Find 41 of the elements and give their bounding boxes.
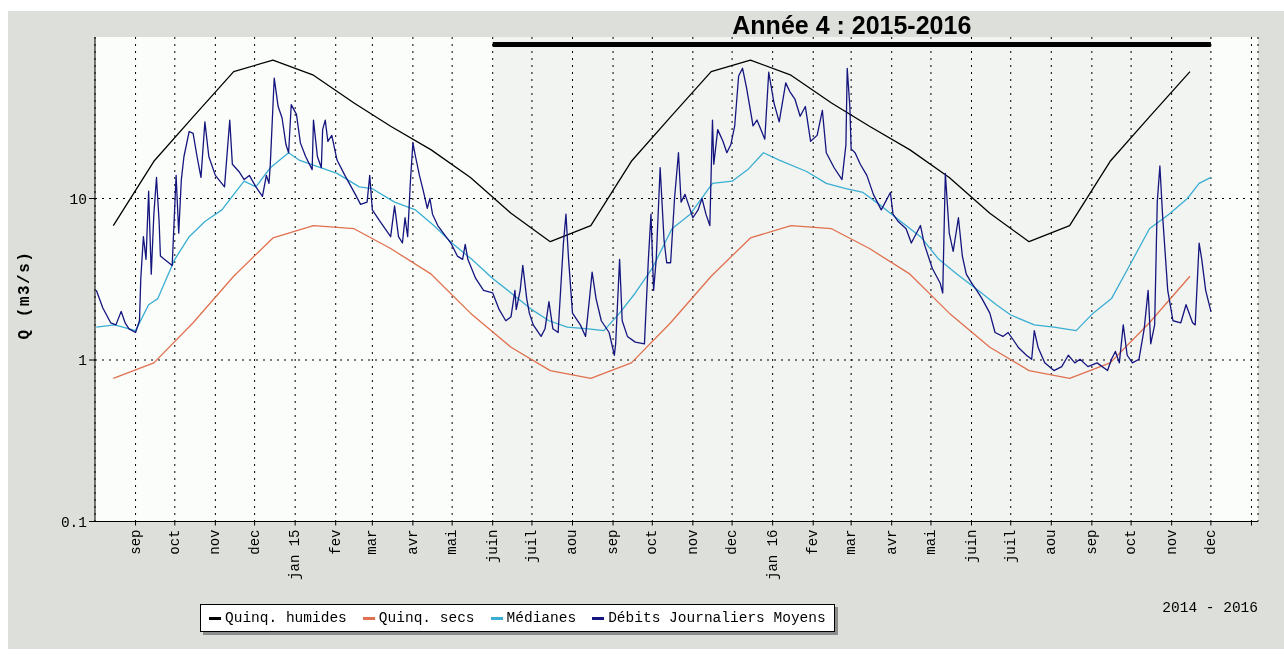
x-tick-label: nov — [684, 529, 701, 555]
band-label: Année 4 : 2015-2016 — [732, 11, 972, 39]
x-tick-label: jan 16 — [764, 529, 781, 580]
x-tick-label: jan 15 — [287, 529, 304, 580]
x-tick-label: aou — [1043, 529, 1060, 555]
x-tick-label: oct — [166, 529, 183, 555]
x-tick-label: mai — [444, 529, 461, 555]
x-tick-label: nov — [1163, 529, 1180, 555]
text: 2014 - 2016 — [1162, 600, 1258, 616]
legend-label: Débits Journaliers Moyens — [608, 610, 826, 626]
line-series — [95, 67, 1212, 372]
x-tick-label: mar — [364, 529, 381, 555]
x-tick-label: avr — [404, 529, 421, 555]
x-tick-label: mar — [843, 529, 860, 555]
x-tick-label: nov — [207, 529, 224, 555]
line-series — [112, 224, 1191, 379]
legend-label: Quinq. humides — [225, 610, 347, 626]
x-tick-label: aou — [564, 529, 581, 555]
x-tick-label: juil — [1002, 529, 1019, 564]
x-tick-label: dec — [246, 529, 263, 555]
y-tick-label: 0.1 — [60, 514, 87, 531]
x-tick-label: juil — [523, 529, 540, 564]
x-tick-label: fev — [805, 529, 822, 555]
x-tick-label: sep — [1083, 529, 1100, 555]
x-tick-label: fev — [327, 529, 344, 555]
y-tick-label: 1 — [78, 353, 87, 370]
legend-label: Médianes — [506, 610, 577, 626]
y-axis-title: Q (m3/s) — [16, 250, 34, 340]
x-tick-label: dec — [724, 529, 741, 555]
x-tick-label: avr — [883, 529, 900, 555]
x-tick-label: oct — [644, 529, 661, 555]
x-tick-label: juin — [484, 529, 501, 564]
x-tick-label: oct — [1123, 529, 1140, 555]
x-tick-label: mai — [922, 529, 939, 555]
legend-label: Quinq. secs — [378, 610, 475, 626]
x-tick-label: dec — [1202, 529, 1219, 555]
x-tick-label: sep — [127, 529, 144, 555]
x-tick-label: juin — [963, 529, 980, 564]
x-tick-label: sep — [605, 529, 622, 555]
y-tick-label: 10 — [69, 191, 87, 208]
line-series — [95, 152, 1212, 332]
